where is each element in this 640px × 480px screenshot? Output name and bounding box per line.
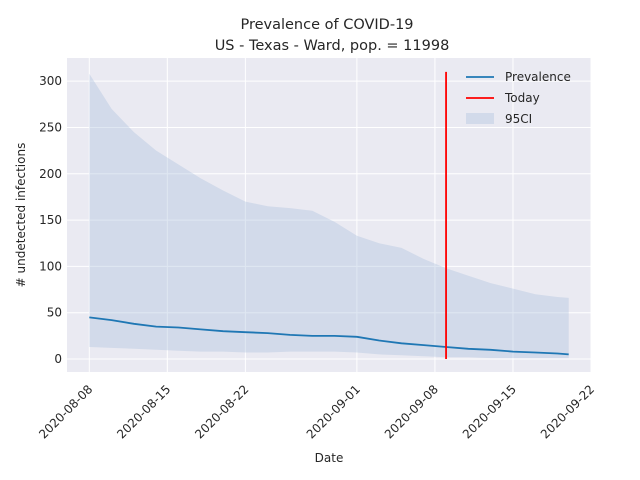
y-tick-label: 200 <box>39 167 62 181</box>
legend-today-label: Today <box>504 91 540 105</box>
legend: Prevalence Today 95CI <box>466 70 571 126</box>
chart-subtitle: US - Texas - Ward, pop. = 11998 <box>215 38 450 54</box>
y-tick-label: 150 <box>39 213 62 227</box>
x-tick-label: 2020-09-15 <box>460 382 519 441</box>
prevalence-line <box>89 316 569 356</box>
y-tick-label: 250 <box>39 120 62 134</box>
y-tick-label: 50 <box>47 306 62 320</box>
x-tick-label: 2020-08-15 <box>114 382 173 441</box>
ci-band <box>89 73 569 359</box>
line-layer <box>89 71 569 360</box>
legend-prevalence-label: Prevalence <box>505 70 571 84</box>
x-tick-label: 2020-09-22 <box>538 382 597 441</box>
y-tick-label: 300 <box>39 74 62 88</box>
x-tick-label: 2020-09-01 <box>304 382 363 441</box>
y-tick-label: 100 <box>39 259 62 273</box>
legend-ci-label: 95CI <box>505 112 532 126</box>
x-axis-label: Date <box>315 451 344 465</box>
ci-layer <box>89 73 569 359</box>
x-tick-label: 2020-08-22 <box>192 382 251 441</box>
chart-title: Prevalence of COVID-19 <box>240 17 413 33</box>
y-axis-label: # undetected infections <box>14 143 28 288</box>
grid-layer <box>67 58 592 372</box>
plot-area <box>67 58 591 372</box>
legend-ci-swatch <box>466 113 494 124</box>
x-tick-label: 2020-09-08 <box>382 382 441 441</box>
y-tick-label: 0 <box>54 352 62 366</box>
x-tick-label: 2020-08-08 <box>36 382 95 441</box>
